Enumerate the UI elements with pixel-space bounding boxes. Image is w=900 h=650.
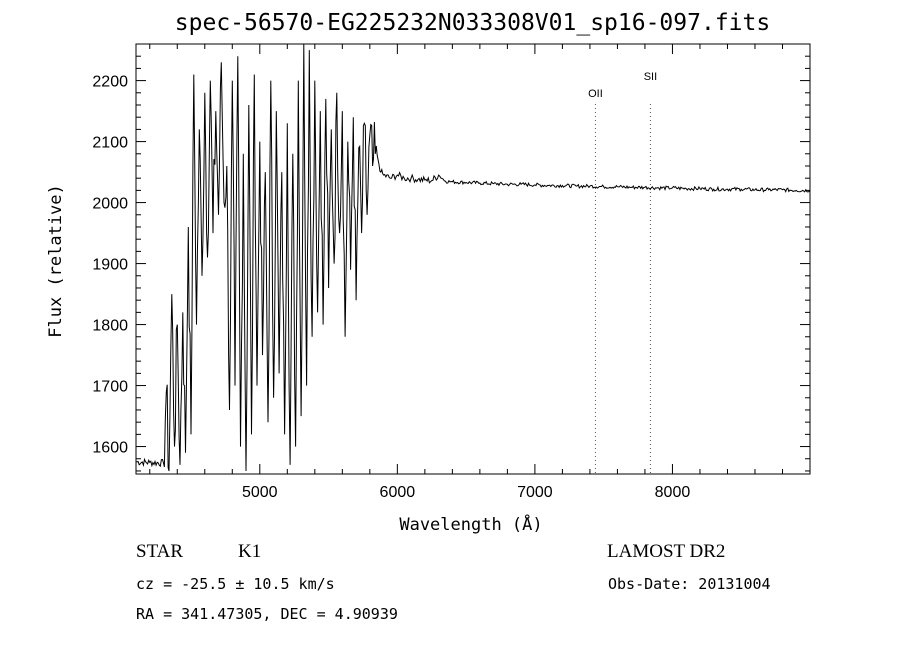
axis-ticks bbox=[136, 43, 811, 474]
y-tick-label: 1600 bbox=[92, 440, 128, 457]
emission-line-markers: OII SII bbox=[588, 71, 657, 474]
y-tick-label: 1700 bbox=[92, 379, 128, 396]
obs-date: Obs-Date: 20131004 bbox=[608, 575, 771, 593]
y-axis-label: Flux (relative) bbox=[46, 184, 66, 338]
x-axis-label: Wavelength (Å) bbox=[399, 513, 542, 535]
x-tick-label: 7000 bbox=[517, 484, 553, 501]
emission-line-label: OII bbox=[588, 88, 603, 100]
coordinates: RA = 341.47305, DEC = 4.90939 bbox=[136, 605, 398, 623]
survey-name: LAMOST DR2 bbox=[607, 541, 726, 562]
emission-line-label: SII bbox=[644, 71, 657, 83]
x-tick-label: 8000 bbox=[655, 484, 691, 501]
y-tick-label: 1900 bbox=[92, 257, 128, 274]
y-tick-label: 2000 bbox=[92, 196, 128, 213]
object-subclass: K1 bbox=[238, 541, 262, 562]
x-tick-label: 6000 bbox=[380, 484, 416, 501]
x-tick-label: 5000 bbox=[242, 484, 278, 501]
chart-title: spec-56570-EG225232N033308V01_sp16-097.f… bbox=[174, 10, 771, 36]
object-class: STAR bbox=[136, 541, 184, 562]
redshift-readout: cz = -25.5 ± 10.5 km/s bbox=[136, 575, 335, 593]
y-tick-label: 2200 bbox=[92, 74, 128, 91]
plot-frame bbox=[135, 43, 811, 475]
y-tick-label: 1800 bbox=[92, 318, 128, 335]
spectrum-line bbox=[135, 43, 811, 472]
tick-labels: 5000 6000 7000 8000 1600 1700 1800 1900 2000 2100… bbox=[92, 74, 690, 501]
y-tick-label: 2100 bbox=[92, 135, 128, 152]
